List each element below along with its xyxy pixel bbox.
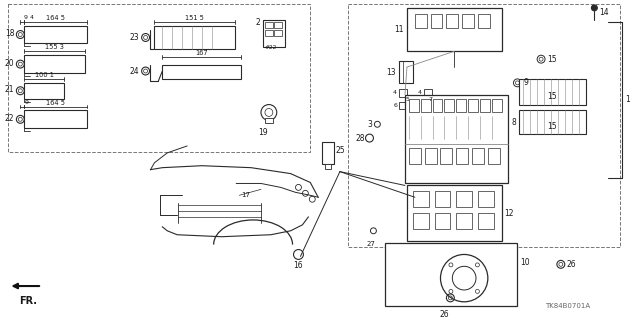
Bar — [456, 99, 466, 112]
Text: 151 5: 151 5 — [186, 15, 204, 21]
Text: 12: 12 — [504, 209, 514, 218]
Bar — [444, 99, 454, 112]
Bar — [385, 243, 517, 306]
Bar — [399, 89, 407, 97]
Text: 28: 28 — [355, 133, 365, 143]
Bar — [488, 148, 500, 164]
Text: 9: 9 — [524, 78, 528, 87]
Bar — [265, 118, 273, 123]
Bar — [425, 148, 436, 164]
Bar — [424, 89, 431, 97]
Text: 21: 21 — [5, 85, 15, 94]
Bar — [407, 8, 502, 51]
Bar — [435, 96, 442, 104]
Text: 3: 3 — [367, 120, 372, 129]
Bar — [154, 26, 236, 49]
Bar — [478, 191, 493, 207]
Text: 9 4: 9 4 — [24, 15, 35, 20]
Bar — [478, 14, 490, 28]
Bar — [24, 110, 88, 128]
Bar — [433, 99, 442, 112]
Bar — [407, 185, 502, 241]
Bar — [456, 213, 472, 229]
Text: 25: 25 — [336, 146, 346, 155]
Text: #22: #22 — [265, 45, 277, 50]
Bar — [478, 213, 493, 229]
Bar — [412, 96, 420, 104]
Text: 13: 13 — [387, 68, 396, 76]
Bar — [420, 99, 431, 112]
Text: 24: 24 — [129, 67, 139, 76]
Bar — [492, 99, 502, 112]
Circle shape — [591, 5, 597, 11]
Bar — [274, 29, 282, 36]
Text: 22: 22 — [5, 114, 15, 123]
Text: 4: 4 — [418, 90, 422, 95]
Bar — [24, 26, 88, 44]
Text: 167: 167 — [195, 50, 208, 56]
Bar — [325, 164, 331, 169]
Bar — [520, 110, 586, 134]
Bar — [440, 148, 452, 164]
Text: TK84B0701A: TK84B0701A — [545, 303, 590, 309]
Text: FR.: FR. — [19, 296, 37, 306]
Bar — [456, 148, 468, 164]
Bar — [462, 14, 474, 28]
Text: 10: 10 — [520, 258, 530, 267]
Text: 15: 15 — [547, 92, 557, 101]
Text: 14: 14 — [599, 8, 609, 17]
Bar — [409, 99, 419, 112]
Text: 164 5: 164 5 — [46, 100, 65, 106]
Text: 26: 26 — [440, 310, 449, 319]
Bar — [468, 99, 478, 112]
Text: 6: 6 — [393, 103, 397, 108]
Text: 5: 5 — [406, 97, 410, 102]
Text: 1: 1 — [625, 95, 630, 104]
Text: 155 3: 155 3 — [45, 44, 64, 50]
Bar — [415, 14, 427, 28]
Bar — [348, 4, 620, 247]
Text: 9: 9 — [24, 100, 28, 105]
Bar — [399, 61, 413, 83]
Text: 23: 23 — [129, 33, 139, 42]
Bar — [472, 148, 484, 164]
Text: 4: 4 — [393, 90, 397, 95]
Bar — [163, 65, 241, 79]
Bar — [24, 55, 85, 73]
Text: 17: 17 — [241, 192, 250, 198]
Text: 15: 15 — [547, 55, 557, 64]
Text: 2: 2 — [255, 18, 260, 27]
Text: 164 5: 164 5 — [46, 15, 65, 21]
Bar — [322, 142, 334, 164]
Text: 26: 26 — [567, 260, 577, 269]
Bar — [413, 213, 429, 229]
Bar — [265, 29, 273, 36]
Bar — [274, 22, 282, 28]
Bar — [520, 79, 586, 105]
Bar — [413, 191, 429, 207]
Bar — [447, 14, 458, 28]
Text: 7: 7 — [429, 97, 433, 102]
Bar — [265, 22, 273, 28]
Bar — [24, 83, 64, 99]
Text: 19: 19 — [258, 128, 268, 137]
Bar — [8, 4, 310, 152]
Bar — [456, 191, 472, 207]
Bar — [480, 99, 490, 112]
Bar — [405, 95, 508, 183]
Text: 8: 8 — [512, 118, 516, 127]
Text: 20: 20 — [4, 59, 15, 68]
Text: 18: 18 — [5, 29, 15, 38]
Text: 27: 27 — [367, 241, 376, 247]
Text: 15: 15 — [547, 122, 557, 131]
Text: 11: 11 — [394, 25, 404, 34]
Bar — [263, 20, 285, 47]
Bar — [435, 191, 451, 207]
Text: 16: 16 — [294, 261, 303, 270]
Bar — [431, 14, 442, 28]
Bar — [399, 101, 407, 109]
Bar — [435, 213, 451, 229]
Bar — [409, 148, 420, 164]
Text: 100 1: 100 1 — [35, 72, 53, 78]
